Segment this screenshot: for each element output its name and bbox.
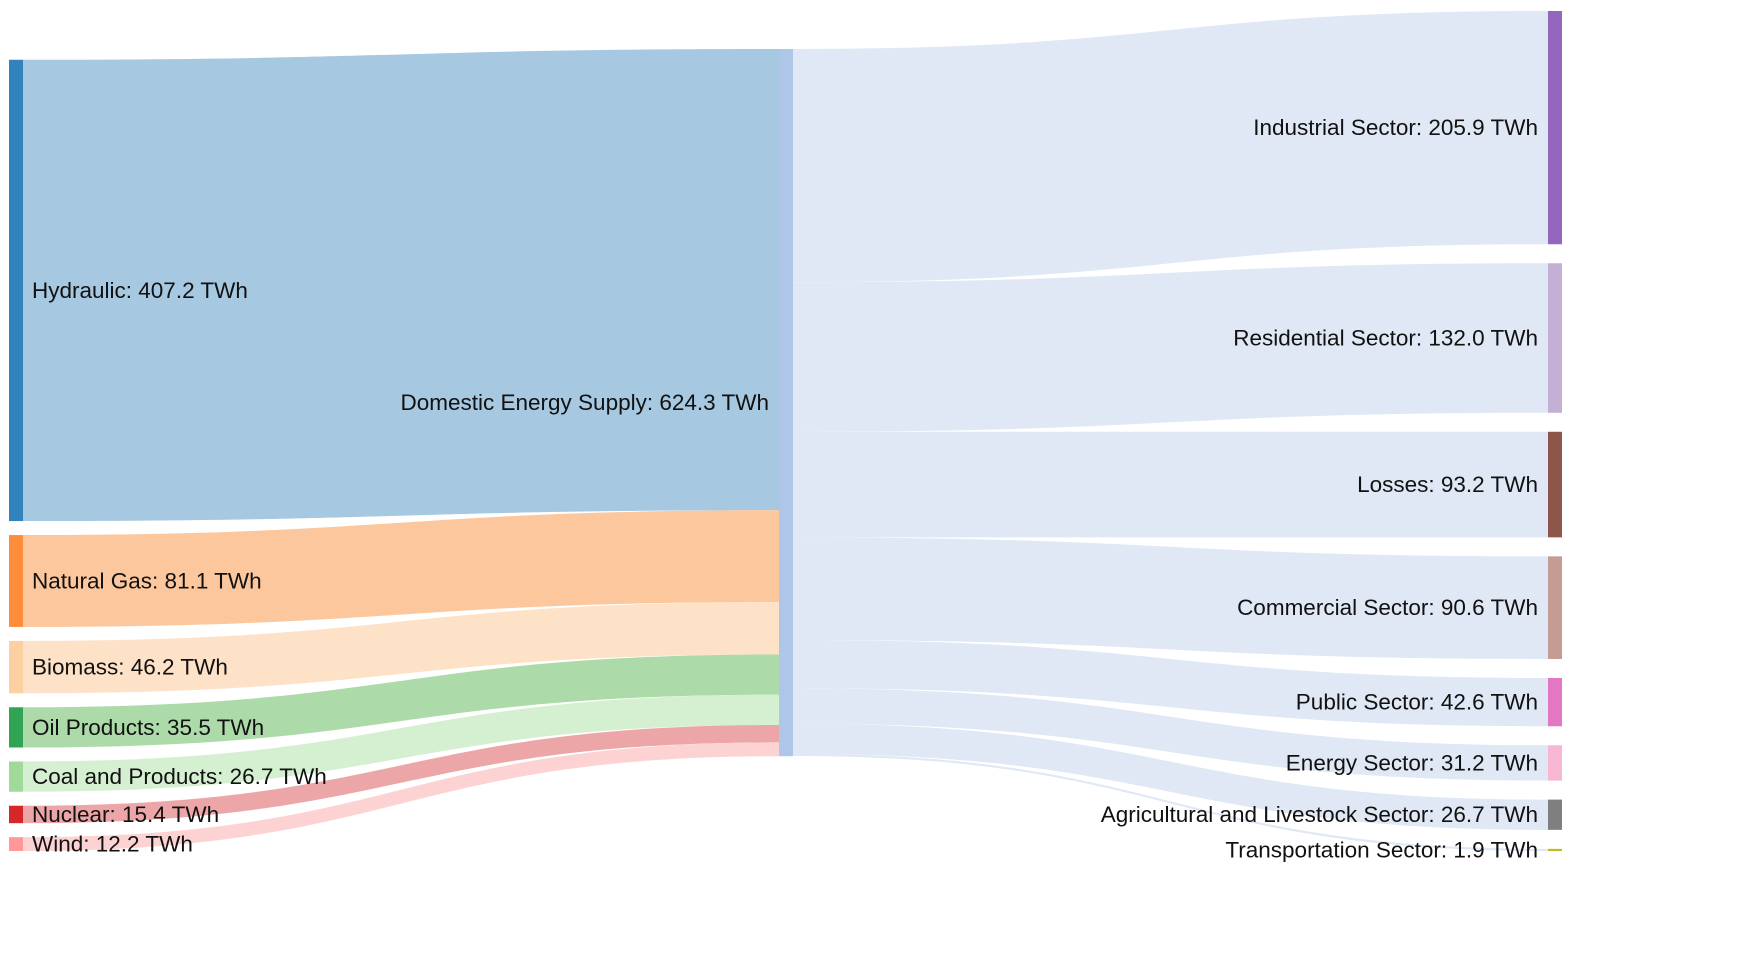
link-coal-and-products-to-domestic-energy-supply [23, 694, 779, 792]
label-oil-products: Oil Products: 35.5 TWh [32, 715, 264, 740]
node-domestic-energy-supply [779, 49, 793, 757]
node-biomass [9, 640, 23, 694]
link-natural-gas-to-domestic-energy-supply [23, 510, 779, 627]
node-natural-gas [9, 535, 23, 627]
label-biomass: Biomass: 46.2 TWh [32, 655, 228, 680]
node-labels: Hydraulic: 407.2 TWh Natural Gas: 81.1 TW… [32, 115, 1538, 862]
label-losses: Losses: 93.2 TWh [1357, 472, 1538, 497]
target-links [793, 11, 1548, 851]
label-coal-and-products: Coal and Products: 26.7 TWh [32, 764, 327, 789]
label-hydraulic: Hydraulic: 407.2 TWh [32, 278, 248, 303]
link-domestic-energy-supply-to-agricultural-and-livestock-sector [793, 723, 1548, 830]
link-domestic-energy-supply-to-losses [793, 431, 1548, 538]
node-agricultural-and-livestock-sector [1548, 799, 1562, 830]
label-natural-gas: Natural Gas: 81.1 TWh [32, 568, 262, 593]
label-commercial-sector: Commercial Sector: 90.6 TWh [1237, 595, 1538, 620]
node-nuclear [9, 805, 23, 824]
label-domestic-energy-supply: Domestic Energy Supply: 624.3 TWh [400, 390, 769, 415]
node-industrial-sector [1548, 11, 1562, 245]
link-wind-to-domestic-energy-supply [23, 742, 779, 851]
link-domestic-energy-supply-to-energy-sector [793, 688, 1548, 781]
link-oil-products-to-domestic-energy-supply [23, 654, 779, 748]
node-transportation-sector [1548, 848, 1562, 851]
link-domestic-energy-supply-to-transportation-sector [793, 753, 1548, 851]
label-agricultural-and-livestock-sector: Agricultural and Livestock Sector: 26.7 … [1101, 802, 1538, 827]
link-hydraulic-to-domestic-energy-supply [23, 49, 779, 522]
node-public-sector [1548, 677, 1562, 727]
label-industrial-sector: Industrial Sector: 205.9 TWh [1253, 115, 1538, 140]
link-domestic-energy-supply-to-commercial-sector [793, 537, 1548, 659]
node-oil-products [9, 707, 23, 748]
label-wind: Wind: 12.2 TWh [32, 832, 193, 857]
node-residential-sector [1548, 263, 1562, 413]
node-hydraulic [9, 59, 23, 522]
label-public-sector: Public Sector: 42.6 TWh [1296, 690, 1538, 715]
node-wind [9, 837, 23, 851]
node-coal-and-products [9, 761, 23, 792]
source-links [23, 49, 779, 851]
link-domestic-energy-supply-to-residential-sector [793, 263, 1548, 432]
label-residential-sector: Residential Sector: 132.0 TWh [1233, 326, 1538, 351]
node-losses [1548, 431, 1562, 538]
node-energy-sector [1548, 745, 1562, 781]
label-energy-sector: Energy Sector: 31.2 TWh [1286, 750, 1538, 775]
link-domestic-energy-supply-to-industrial-sector [793, 11, 1548, 283]
nodes [9, 11, 1562, 851]
label-nuclear: Nuclear: 15.4 TWh [32, 802, 219, 827]
link-nuclear-to-domestic-energy-supply [23, 724, 779, 824]
link-domestic-energy-supply-to-public-sector [793, 639, 1548, 727]
link-biomass-to-domestic-energy-supply [23, 602, 779, 694]
node-commercial-sector [1548, 556, 1562, 659]
label-transportation-sector: Transportation Sector: 1.9 TWh [1225, 837, 1538, 862]
